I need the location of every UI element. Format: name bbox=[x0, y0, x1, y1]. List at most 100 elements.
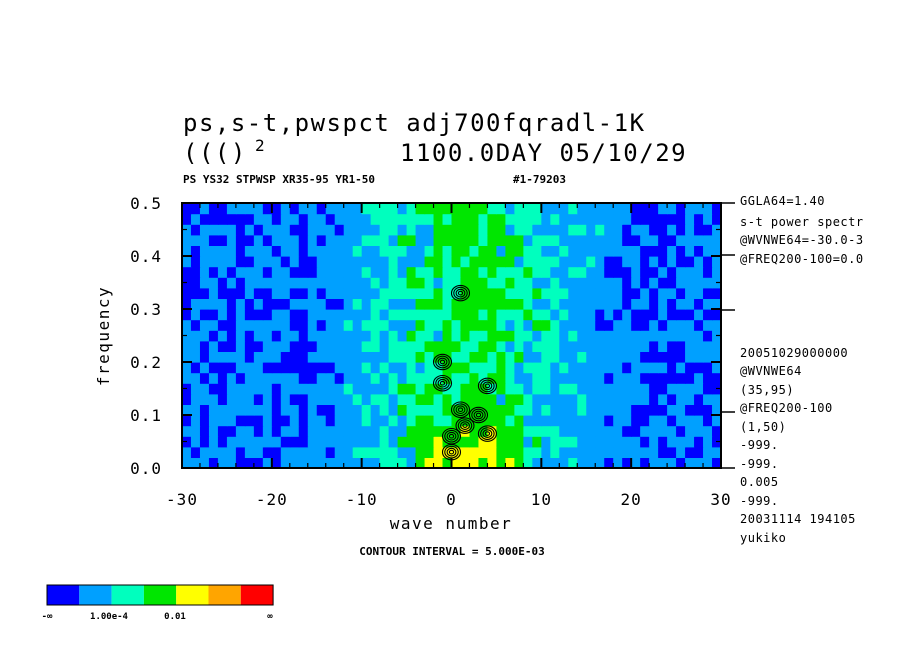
heatmap-cell bbox=[182, 213, 192, 225]
heatmap-cell bbox=[595, 404, 605, 416]
heatmap-cell bbox=[415, 234, 426, 246]
heatmap-cell bbox=[541, 330, 551, 342]
heatmap-cell bbox=[532, 415, 542, 427]
heatmap-cell bbox=[667, 436, 677, 448]
heatmap-cell bbox=[352, 362, 363, 374]
heatmap-cell bbox=[649, 287, 659, 299]
heatmap-cell bbox=[334, 330, 345, 342]
heatmap-cell bbox=[514, 309, 524, 321]
heatmap-cell bbox=[244, 319, 255, 331]
heatmap-cell bbox=[271, 234, 282, 246]
heatmap-cell bbox=[478, 446, 489, 458]
heatmap-cell bbox=[586, 319, 596, 331]
heatmap-cell bbox=[622, 340, 632, 352]
heatmap-cell bbox=[190, 446, 201, 458]
heatmap-cell bbox=[244, 415, 255, 427]
heatmap-cell bbox=[694, 234, 704, 246]
contour-line bbox=[444, 445, 459, 459]
heatmap-cell bbox=[460, 245, 471, 257]
heatmap-cell bbox=[496, 362, 506, 374]
heatmap-cell bbox=[433, 256, 444, 268]
heatmap-cell bbox=[289, 393, 300, 405]
heatmap-cell bbox=[298, 224, 309, 236]
heatmap-cell bbox=[586, 425, 596, 437]
heatmap-cell bbox=[523, 351, 533, 363]
heatmap-cell bbox=[685, 309, 695, 321]
heatmap-cell bbox=[262, 383, 273, 395]
heatmap-cell bbox=[514, 266, 524, 278]
heatmap-cell bbox=[442, 383, 453, 395]
heatmap-cell bbox=[658, 351, 668, 363]
heatmap-cell bbox=[442, 330, 453, 342]
heatmap-cell bbox=[271, 340, 282, 352]
heatmap-cell bbox=[595, 330, 605, 342]
heatmap-cell bbox=[262, 415, 273, 427]
heatmap-cell bbox=[523, 425, 533, 437]
heatmap-cell bbox=[433, 245, 444, 257]
heatmap-cell bbox=[667, 203, 677, 215]
heatmap-cell bbox=[541, 372, 551, 384]
heatmap-cell bbox=[595, 203, 605, 215]
heatmap-cell bbox=[577, 287, 587, 299]
heatmap-cell bbox=[388, 372, 399, 384]
heatmap-cell bbox=[199, 383, 210, 395]
heatmap-cell bbox=[469, 203, 480, 215]
heatmap-cell bbox=[217, 213, 228, 225]
heatmap-cell bbox=[271, 224, 282, 236]
heatmap-cell bbox=[532, 404, 542, 416]
heatmap-cell bbox=[280, 425, 291, 437]
heatmap-cell bbox=[370, 234, 381, 246]
heatmap-cell bbox=[433, 319, 444, 331]
heatmap-cell bbox=[676, 404, 686, 416]
heatmap-cell bbox=[424, 372, 435, 384]
heatmap-cell bbox=[289, 277, 300, 289]
heatmap-cell bbox=[703, 234, 713, 246]
heatmap-cell bbox=[667, 277, 677, 289]
heatmap-cell bbox=[415, 213, 426, 225]
heatmap-cell bbox=[649, 383, 659, 395]
heatmap-cell bbox=[253, 340, 264, 352]
heatmap-cell bbox=[406, 245, 417, 257]
heatmap-cell bbox=[334, 256, 345, 268]
heatmap-cell bbox=[325, 213, 336, 225]
heatmap-cell bbox=[325, 319, 336, 331]
heatmap-cell bbox=[631, 383, 641, 395]
heatmap-cell bbox=[190, 213, 201, 225]
heatmap-cell bbox=[433, 213, 444, 225]
heatmap-cell bbox=[325, 415, 336, 427]
heatmap-cell bbox=[451, 351, 462, 363]
heatmap-cell bbox=[685, 446, 695, 458]
heatmap-cell bbox=[487, 213, 498, 225]
heatmap-cell bbox=[712, 446, 721, 458]
heatmap-cell bbox=[235, 224, 246, 236]
heatmap-cell bbox=[262, 372, 273, 384]
heatmap-cell bbox=[217, 340, 228, 352]
heatmap-cell bbox=[649, 203, 659, 215]
heatmap-cell bbox=[343, 446, 354, 458]
heatmap-cell bbox=[685, 277, 695, 289]
heatmap-cell bbox=[604, 404, 614, 416]
heatmap-cell bbox=[361, 351, 372, 363]
heatmap-cell bbox=[694, 319, 704, 331]
heatmap-cell bbox=[622, 213, 632, 225]
x-tick-label: 0 bbox=[446, 490, 457, 509]
heatmap-cell bbox=[586, 256, 596, 268]
heatmap-cell bbox=[631, 277, 641, 289]
heatmap-cell bbox=[523, 436, 533, 448]
contour-line bbox=[471, 408, 486, 422]
heatmap-cell bbox=[496, 256, 506, 268]
heatmap-cell bbox=[451, 203, 462, 215]
heatmap-cell bbox=[244, 351, 255, 363]
heatmap-cell bbox=[487, 309, 498, 321]
heatmap-cell bbox=[208, 245, 219, 257]
heatmap-cell bbox=[352, 319, 363, 331]
heatmap-cell bbox=[649, 245, 659, 257]
heatmap-cell bbox=[388, 425, 399, 437]
title-line2-superscript: 2 bbox=[255, 136, 266, 155]
heatmap-cell bbox=[595, 213, 605, 225]
heatmap-cell bbox=[208, 340, 219, 352]
heatmap-cell bbox=[388, 404, 399, 416]
heatmap-cell bbox=[451, 362, 462, 374]
heatmap-cell bbox=[496, 372, 506, 384]
heatmap-cell bbox=[559, 203, 569, 215]
